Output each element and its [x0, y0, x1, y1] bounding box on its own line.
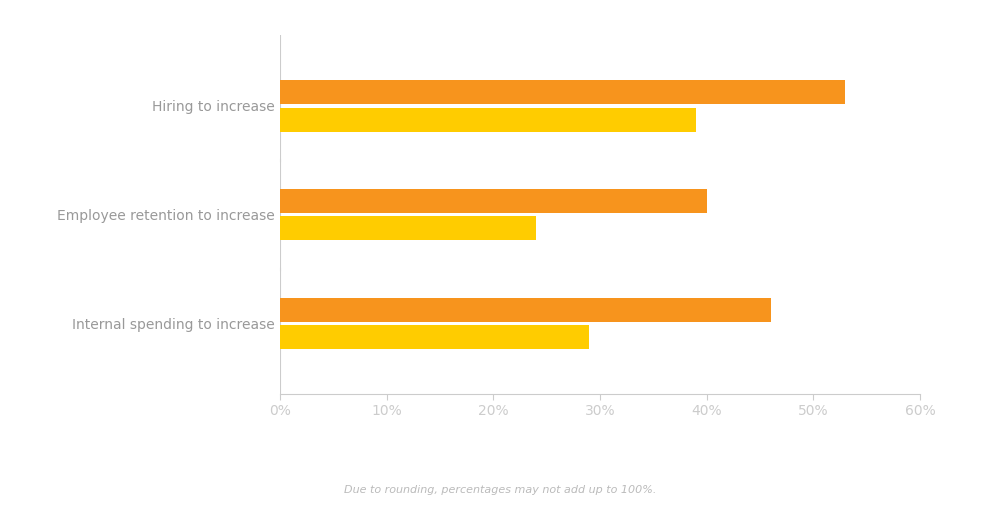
Bar — [280, 108, 696, 131]
Bar — [280, 216, 536, 240]
Bar — [280, 189, 707, 213]
Bar — [280, 298, 771, 322]
Text: Due to rounding, percentages may not add up to 100%.: Due to rounding, percentages may not add… — [344, 485, 656, 495]
Bar — [280, 80, 845, 105]
Bar — [280, 325, 589, 349]
